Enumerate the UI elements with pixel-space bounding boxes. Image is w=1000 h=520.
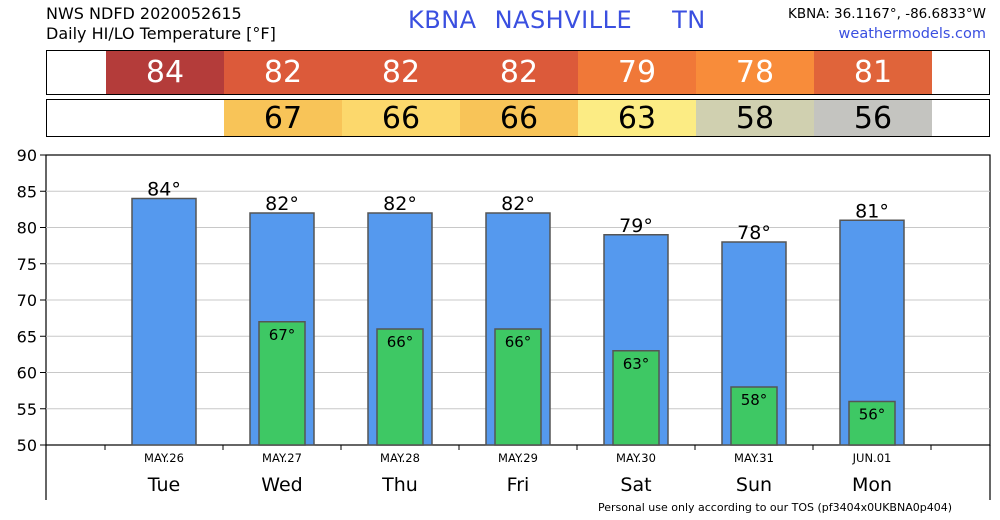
high-temp-cell: 82 bbox=[342, 51, 460, 94]
low-bar-label: 63° bbox=[623, 355, 650, 373]
y-tick-label: 60 bbox=[17, 364, 37, 383]
low-temp-cell: 58 bbox=[696, 100, 814, 136]
low-bar-label: 66° bbox=[505, 333, 532, 351]
high-bar bbox=[131, 197, 197, 446]
date-label: MAY.30 bbox=[616, 451, 656, 465]
low-temp-cell bbox=[106, 100, 224, 136]
high-temp-cell: 82 bbox=[460, 51, 578, 94]
low-bar-label: 58° bbox=[741, 391, 768, 409]
high-temp-cell: 78 bbox=[696, 51, 814, 94]
station-code: KBNA bbox=[408, 6, 477, 34]
high-temp-cell: 79 bbox=[578, 51, 696, 94]
high-bar-label: 79° bbox=[619, 215, 653, 237]
high-bar-label: 81° bbox=[855, 200, 889, 222]
variable-label: Daily HI/LO Temperature [°F] bbox=[46, 24, 276, 43]
y-tick-label: 50 bbox=[17, 436, 37, 455]
low-bar bbox=[258, 321, 306, 446]
date-label: JUN.01 bbox=[852, 451, 892, 465]
tos-footer: Personal use only according to our TOS (… bbox=[598, 501, 952, 514]
state-code: TN bbox=[672, 6, 706, 34]
y-tick-label: 55 bbox=[17, 400, 37, 419]
day-label: Sun bbox=[736, 474, 772, 496]
low-temp-cell: 67 bbox=[224, 100, 342, 136]
high-bar-label: 82° bbox=[265, 193, 299, 215]
city-name: NASHVILLE bbox=[494, 6, 633, 34]
low-bar bbox=[376, 328, 424, 446]
low-bar-label: 66° bbox=[387, 333, 414, 351]
temperature-chart: 50 55 60 65 70 75 80 85 90 84° MAY.26 Tue 82° 67° MAY.… bbox=[17, 146, 991, 500]
low-temp-cell: 56 bbox=[814, 100, 932, 136]
location-info: KBNA: 36.1167°, -86.6833°W weathermodels… bbox=[788, 4, 986, 44]
low-bar bbox=[612, 350, 660, 446]
high-bar-label: 82° bbox=[501, 193, 535, 215]
day-label: Tue bbox=[147, 474, 180, 496]
model-run-label: NWS NDFD 2020052615 bbox=[46, 4, 242, 23]
y-tick-label: 85 bbox=[17, 182, 37, 201]
high-temp-cell: 84 bbox=[106, 51, 224, 94]
y-tick-label: 90 bbox=[17, 146, 37, 165]
high-bar-label: 78° bbox=[737, 222, 771, 244]
product-title: NWS NDFD 2020052615 Daily HI/LO Temperat… bbox=[46, 4, 276, 44]
date-label: MAY.27 bbox=[262, 451, 302, 465]
day-label: Wed bbox=[261, 474, 302, 496]
y-tick-label: 75 bbox=[17, 255, 37, 274]
high-temp-cell: 81 bbox=[814, 51, 932, 94]
high-bar-label: 84° bbox=[147, 179, 181, 201]
day-label: Fri bbox=[507, 474, 530, 496]
y-tick-label: 65 bbox=[17, 327, 37, 346]
site-link[interactable]: weathermodels.com bbox=[838, 26, 986, 42]
date-label: MAY.28 bbox=[380, 451, 420, 465]
coordinates: KBNA: 36.1167°, -86.6833°W bbox=[787, 6, 986, 22]
high-temp-strip: 84 82 82 82 79 78 81 bbox=[46, 50, 990, 95]
low-bar-label: 67° bbox=[269, 326, 296, 344]
date-label: MAY.29 bbox=[498, 451, 538, 465]
day-label: Sat bbox=[620, 474, 651, 496]
station-title: KBNA NASHVILLE TN bbox=[408, 6, 724, 34]
day-label: Thu bbox=[381, 474, 418, 496]
low-temp-strip: 67 66 66 63 58 56 bbox=[46, 99, 990, 137]
y-tick-label: 70 bbox=[17, 291, 37, 310]
low-bar bbox=[494, 328, 542, 446]
low-temp-cell: 63 bbox=[578, 100, 696, 136]
date-label: MAY.26 bbox=[144, 451, 184, 465]
low-temp-cell: 66 bbox=[342, 100, 460, 136]
high-temp-cell: 82 bbox=[224, 51, 342, 94]
high-bar-label: 82° bbox=[383, 193, 417, 215]
y-tick-label: 80 bbox=[17, 219, 37, 238]
low-bar-label: 56° bbox=[859, 406, 886, 424]
low-temp-cell: 66 bbox=[460, 100, 578, 136]
low-bar bbox=[848, 400, 896, 446]
low-bar bbox=[730, 386, 778, 446]
day-label: Mon bbox=[852, 474, 892, 496]
date-label: MAY.31 bbox=[734, 451, 774, 465]
